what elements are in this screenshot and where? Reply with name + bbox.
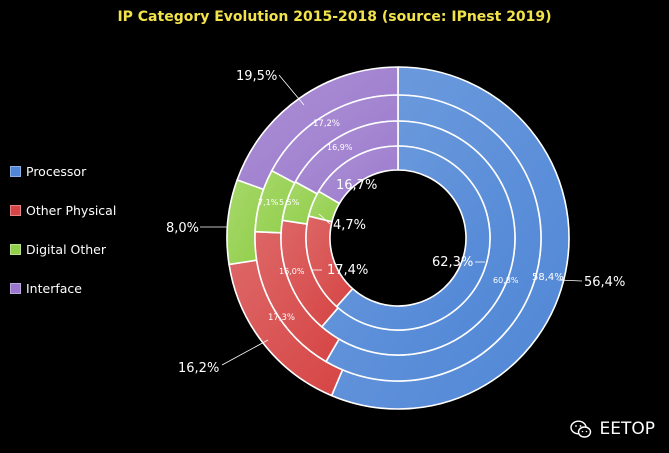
legend-item-digital-other: Digital Other	[10, 230, 116, 269]
legend-item-processor: Processor	[10, 152, 116, 191]
data-label-other-physical-ring-2: 17,3%	[268, 313, 295, 323]
legend-swatch	[10, 166, 21, 177]
data-label-digital-other-ring-3: 5,5%	[279, 198, 300, 207]
data-label-processor-ring-1: 56,4%	[584, 275, 625, 290]
legend-item-other-physical: Other Physical	[10, 191, 116, 230]
data-label-other-physical-ring-1: 16,2%	[178, 361, 219, 376]
data-label-digital-other-ring-2: 7,1%	[258, 198, 279, 207]
legend-swatch	[10, 283, 21, 294]
data-label-other-physical-ring-4: 17,4%	[327, 263, 368, 278]
data-label-processor-ring-2: 58,4%	[532, 272, 564, 283]
chart-title: IP Category Evolution 2015-2018 (source:…	[117, 9, 552, 25]
legend-label: Processor	[26, 164, 87, 179]
data-label-processor-ring-4: 62,3%	[432, 255, 473, 270]
segment-interface-ring-4	[317, 145, 399, 205]
data-label-interface-ring-4: 16,7%	[336, 178, 377, 193]
watermark: EETOP	[569, 419, 656, 439]
label-leader-line	[318, 213, 331, 225]
data-label-other-physical-ring-3: 16,0%	[279, 267, 305, 276]
legend-label: Digital Other	[26, 242, 107, 257]
label-leader-line	[221, 339, 269, 366]
legend-label: Interface	[26, 281, 82, 296]
wechat-icon	[569, 419, 591, 438]
legend-label: Other Physical	[26, 203, 117, 218]
data-label-processor-ring-3: 60,8%	[493, 276, 519, 285]
legend: Processor Other Physical Digital Other I…	[10, 152, 116, 308]
label-leader-line	[278, 74, 305, 106]
legend-swatch	[10, 205, 21, 216]
data-label-interface-ring-3: 16,9%	[327, 143, 353, 152]
legend-swatch	[10, 244, 21, 255]
watermark-text: EETOP	[599, 419, 656, 439]
data-label-interface-ring-2: 17,2%	[313, 119, 340, 129]
segment-processor-ring-4	[335, 145, 491, 331]
legend-item-interface: Interface	[10, 269, 116, 308]
data-label-interface-ring-1: 19,5%	[236, 69, 277, 84]
data-label-digital-other-ring-4: 4,7%	[333, 218, 366, 233]
label-leader-line	[557, 279, 583, 282]
data-label-digital-other-ring-1: 8,0%	[166, 221, 199, 236]
